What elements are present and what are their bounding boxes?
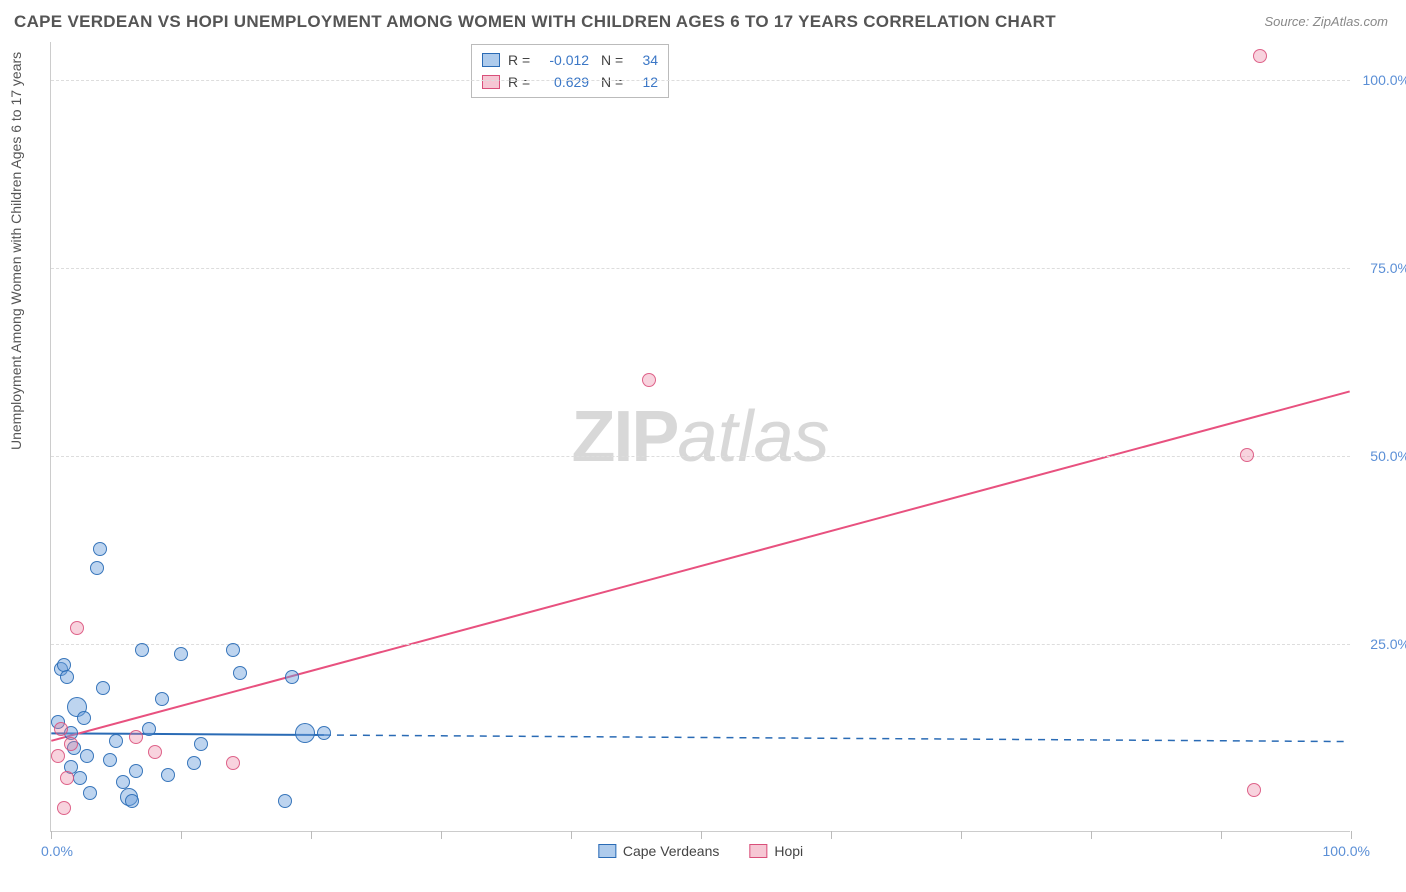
data-point [54, 722, 68, 736]
x-tick [311, 831, 312, 839]
x-tick [441, 831, 442, 839]
legend-item-cape-verdeans: Cape Verdeans [598, 843, 720, 859]
data-point [278, 794, 292, 808]
gridline [51, 456, 1350, 457]
series-legend: Cape Verdeans Hopi [598, 843, 803, 859]
x-tick [1351, 831, 1352, 839]
x-tick [51, 831, 52, 839]
data-point [233, 666, 247, 680]
data-point [125, 794, 139, 808]
data-point [142, 722, 156, 736]
data-point [116, 775, 130, 789]
trend-lines [51, 42, 1350, 831]
data-point [129, 764, 143, 778]
x-tick [1221, 831, 1222, 839]
swatch-pink-icon [749, 844, 767, 858]
y-tick-label: 100.0% [1355, 72, 1406, 88]
scatter-plot-area: ZIPatlas R = -0.012 N = 34 R = 0.629 N =… [50, 42, 1350, 832]
swatch-blue-icon [598, 844, 616, 858]
r-value-1: -0.012 [537, 49, 589, 71]
x-tick [831, 831, 832, 839]
swatch-pink-icon [482, 75, 500, 89]
data-point [226, 756, 240, 770]
x-axis-max-label: 100.0% [1323, 843, 1370, 859]
data-point [103, 753, 117, 767]
x-tick [181, 831, 182, 839]
data-point [1253, 49, 1267, 63]
legend-label-1: Cape Verdeans [623, 843, 720, 859]
data-point [93, 542, 107, 556]
gridline [51, 644, 1350, 645]
data-point [51, 749, 65, 763]
data-point [295, 723, 315, 743]
legend-row-hopi: R = 0.629 N = 12 [482, 71, 658, 93]
chart-title: CAPE VERDEAN VS HOPI UNEMPLOYMENT AMONG … [14, 12, 1056, 32]
data-point [77, 711, 91, 725]
watermark: ZIPatlas [571, 396, 829, 478]
x-tick [961, 831, 962, 839]
y-tick-label: 50.0% [1355, 448, 1406, 464]
data-point [194, 737, 208, 751]
data-point [109, 734, 123, 748]
legend-row-cape-verdeans: R = -0.012 N = 34 [482, 49, 658, 71]
data-point [96, 681, 110, 695]
n-value-2: 12 [630, 71, 658, 93]
data-point [60, 670, 74, 684]
data-point [129, 730, 143, 744]
data-point [73, 771, 87, 785]
n-value-1: 34 [630, 49, 658, 71]
data-point [155, 692, 169, 706]
data-point [642, 373, 656, 387]
data-point [1240, 448, 1254, 462]
r-value-2: 0.629 [537, 71, 589, 93]
legend-label-2: Hopi [774, 843, 803, 859]
source-label: Source: ZipAtlas.com [1264, 14, 1388, 29]
legend-item-hopi: Hopi [749, 843, 803, 859]
data-point [90, 561, 104, 575]
data-point [226, 643, 240, 657]
watermark-atlas: atlas [677, 397, 829, 477]
gridline [51, 268, 1350, 269]
y-tick-label: 25.0% [1355, 636, 1406, 652]
x-tick [571, 831, 572, 839]
data-point [1247, 783, 1261, 797]
data-point [317, 726, 331, 740]
y-tick-label: 75.0% [1355, 260, 1406, 276]
data-point [60, 771, 74, 785]
data-point [64, 737, 78, 751]
swatch-blue-icon [482, 53, 500, 67]
data-point [80, 749, 94, 763]
x-tick [1091, 831, 1092, 839]
data-point [161, 768, 175, 782]
data-point [148, 745, 162, 759]
x-tick [701, 831, 702, 839]
y-axis-label: Unemployment Among Women with Children A… [8, 52, 24, 450]
data-point [83, 786, 97, 800]
data-point [174, 647, 188, 661]
correlation-legend: R = -0.012 N = 34 R = 0.629 N = 12 [471, 44, 669, 98]
gridline [51, 80, 1350, 81]
data-point [187, 756, 201, 770]
data-point [135, 643, 149, 657]
x-axis-min-label: 0.0% [41, 843, 73, 859]
data-point [57, 801, 71, 815]
watermark-zip: ZIP [571, 397, 677, 477]
data-point [70, 621, 84, 635]
data-point [285, 670, 299, 684]
